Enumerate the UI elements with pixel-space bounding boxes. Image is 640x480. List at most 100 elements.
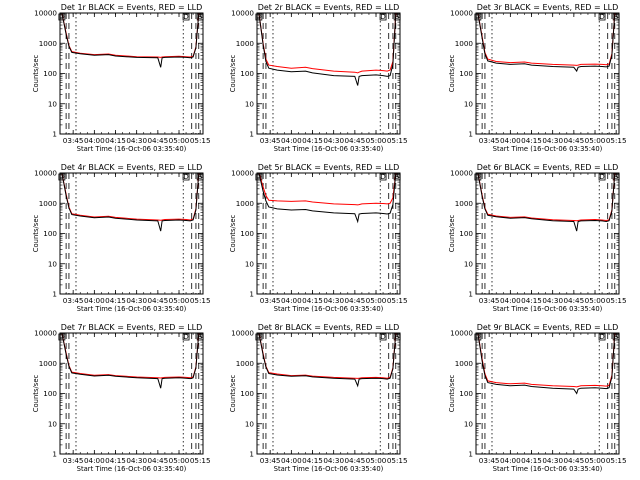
series-line-lld — [477, 173, 616, 222]
detector-panel-9: Det 9r BLACK = Events, RED = LLDDDS11010… — [448, 323, 627, 473]
x-tick-label: 05:15 — [190, 296, 211, 305]
y-axis-label: Counts/sec — [32, 215, 40, 253]
series-line-events — [477, 173, 616, 232]
x-tick-label: 04:00 — [84, 136, 105, 145]
x-tick-label: 05:00 — [169, 136, 190, 145]
y-axis-label: Counts/sec — [448, 215, 456, 253]
x-tick-label: 04:30 — [126, 456, 147, 465]
y-tick-label: 100 — [240, 229, 254, 238]
y-tick-label: 1000 — [39, 199, 58, 208]
y-tick-label: 1 — [249, 290, 254, 299]
plot-frame — [475, 12, 620, 135]
x-tick-label: 04:30 — [323, 136, 344, 145]
plot-frame — [475, 332, 620, 455]
x-tick-label: 05:15 — [606, 136, 627, 145]
panel-title: Det 5r BLACK = Events, RED = LLD — [258, 163, 400, 172]
plot-frame — [59, 172, 204, 295]
y-tick-label: 1 — [468, 130, 473, 139]
x-axis-label: Start Time (16-Oct-06 03:35:40) — [493, 465, 603, 473]
x-tick-label: 05:00 — [366, 296, 387, 305]
y-tick-label: 10000 — [34, 329, 57, 338]
detector-panel-2: Det 2r BLACK = Events, RED = LLDDDS11010… — [229, 3, 408, 153]
y-axis-label: Counts/sec — [229, 375, 237, 413]
panel-title: Det 8r BLACK = Events, RED = LLD — [258, 323, 400, 332]
x-tick-label: 04:45 — [147, 296, 168, 305]
panel-title: Det 9r BLACK = Events, RED = LLD — [477, 323, 619, 332]
x-tick-label: 05:15 — [606, 456, 627, 465]
y-tick-label: 10 — [48, 259, 58, 268]
x-tick-label: 04:00 — [500, 296, 521, 305]
series-line-events — [477, 13, 616, 73]
x-tick-label: 04:15 — [521, 456, 542, 465]
series-line-events — [477, 333, 616, 395]
x-tick-label: 04:15 — [105, 296, 126, 305]
y-axis-label: Counts/sec — [32, 55, 40, 93]
x-tick-label: 03:45 — [260, 296, 281, 305]
y-tick-label: 1000 — [455, 199, 474, 208]
flag-marker-label: D — [599, 12, 605, 21]
y-tick-label: 1000 — [39, 39, 58, 48]
x-tick-label: 03:45 — [260, 136, 281, 145]
y-tick-label: 1 — [249, 130, 254, 139]
x-tick-label: 04:15 — [105, 136, 126, 145]
y-tick-label: 10000 — [34, 9, 57, 18]
y-tick-label: 100 — [43, 389, 57, 398]
x-tick-label: 05:15 — [387, 136, 408, 145]
x-tick-label: 04:00 — [281, 296, 302, 305]
y-tick-label: 1000 — [236, 359, 255, 368]
y-tick-label: 100 — [459, 389, 473, 398]
plot-frame — [59, 12, 204, 135]
detector-panel-4: Det 4r BLACK = Events, RED = LLDDDS11010… — [32, 163, 211, 313]
y-tick-label: 10 — [245, 419, 255, 428]
y-tick-label: 10 — [464, 419, 474, 428]
panel-title: Det 4r BLACK = Events, RED = LLD — [61, 163, 203, 172]
x-tick-label: 05:15 — [387, 296, 408, 305]
x-tick-label: 04:45 — [563, 456, 584, 465]
x-tick-label: 05:00 — [585, 136, 606, 145]
y-tick-label: 10000 — [450, 9, 473, 18]
y-tick-label: 10000 — [231, 9, 254, 18]
x-tick-label: 04:45 — [147, 136, 168, 145]
y-tick-label: 1000 — [455, 39, 474, 48]
x-tick-label: 05:15 — [387, 456, 408, 465]
x-tick-label: 05:15 — [606, 296, 627, 305]
x-tick-label: 04:00 — [84, 296, 105, 305]
x-tick-label: 04:45 — [344, 296, 365, 305]
y-axis-label: Counts/sec — [448, 55, 456, 93]
series-line-events — [258, 13, 397, 86]
flag-marker-label: D — [183, 172, 189, 181]
x-tick-label: 04:30 — [126, 296, 147, 305]
y-tick-label: 1 — [52, 450, 57, 459]
x-tick-label: 03:45 — [479, 296, 500, 305]
panel-title: Det 1r BLACK = Events, RED = LLD — [61, 3, 203, 12]
detector-panel-7: Det 7r BLACK = Events, RED = LLDDDS11010… — [32, 323, 211, 473]
y-tick-label: 10 — [245, 99, 255, 108]
x-tick-label: 04:30 — [542, 136, 563, 145]
x-tick-label: 04:45 — [344, 456, 365, 465]
plot-frame — [256, 12, 401, 135]
x-tick-label: 04:15 — [105, 456, 126, 465]
y-tick-label: 10 — [464, 259, 474, 268]
x-tick-label: 04:30 — [542, 296, 563, 305]
x-tick-label: 04:30 — [323, 456, 344, 465]
y-axis-label: Counts/sec — [32, 375, 40, 413]
x-tick-label: 04:15 — [521, 136, 542, 145]
x-tick-label: 03:45 — [260, 456, 281, 465]
x-tick-label: 05:00 — [585, 296, 606, 305]
x-tick-label: 05:00 — [366, 456, 387, 465]
x-tick-label: 04:30 — [323, 296, 344, 305]
y-tick-label: 1000 — [236, 39, 255, 48]
x-axis-label: Start Time (16-Oct-06 03:35:40) — [77, 305, 187, 313]
x-tick-label: 03:45 — [63, 136, 84, 145]
series-line-lld — [477, 333, 616, 388]
x-tick-label: 04:45 — [147, 456, 168, 465]
series-line-events — [61, 13, 200, 68]
flag-marker-label: D — [380, 332, 386, 341]
y-tick-label: 1000 — [236, 199, 255, 208]
x-tick-label: 04:00 — [84, 456, 105, 465]
series-line-lld — [258, 13, 397, 74]
flag-marker-label: D — [183, 12, 189, 21]
x-tick-label: 04:00 — [281, 456, 302, 465]
y-tick-label: 10000 — [34, 169, 57, 178]
